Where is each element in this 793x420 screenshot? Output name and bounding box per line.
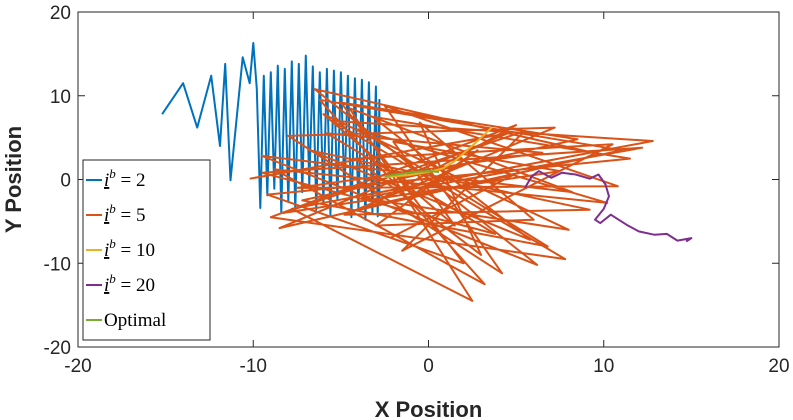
series-line-5 <box>384 170 440 178</box>
y-tick-label: -10 <box>44 254 71 275</box>
legend-entry: Optimal <box>104 310 166 331</box>
y-axis-label: Y Position <box>1 126 26 233</box>
y-tick-label: 0 <box>60 171 71 192</box>
legend-entry: ib = 5 <box>104 201 146 226</box>
y-tick-label: -20 <box>44 338 71 359</box>
legend-entry-base: i <box>104 170 109 191</box>
series-line-4 <box>524 170 693 243</box>
legend-entry: ib = 2 <box>104 166 146 191</box>
x-tick-label: 20 <box>768 356 789 377</box>
series-line-2 <box>249 88 654 302</box>
ticks-layer: -20 -10 0 10 20 -20 -10 0 10 20 <box>44 3 790 377</box>
legend-entry-value: Optimal <box>104 310 166 331</box>
series-line-3 <box>384 126 493 178</box>
x-tick-label: -10 <box>240 356 267 377</box>
legend-entry-value: = 20 <box>116 275 155 296</box>
series-layer <box>161 42 693 302</box>
legend-entry-value: = 10 <box>116 240 155 261</box>
legend-entry-value: = 2 <box>116 170 146 191</box>
x-tick-label: -20 <box>64 356 91 377</box>
legend-entry-sup: b <box>109 201 116 216</box>
legend-box <box>82 159 211 341</box>
x-tick-label: 0 <box>423 356 434 377</box>
legend-entry-sup: b <box>109 236 116 251</box>
legend-entry-base: i <box>104 205 109 226</box>
legend-entry: ib = 10 <box>104 236 155 261</box>
legend-entry-sup: b <box>109 166 116 181</box>
legend-entry-base: i <box>104 240 109 261</box>
legend-entry-value: = 5 <box>116 205 146 226</box>
y-tick-label: 20 <box>50 3 71 24</box>
legend-entry: ib = 20 <box>104 271 155 296</box>
y-tick-label: 10 <box>50 87 71 108</box>
legend-entry-sup: b <box>109 271 116 286</box>
legend-entry-base: i <box>104 275 109 296</box>
x-axis-label: X Position <box>375 397 483 420</box>
x-tick-label: 10 <box>593 356 614 377</box>
